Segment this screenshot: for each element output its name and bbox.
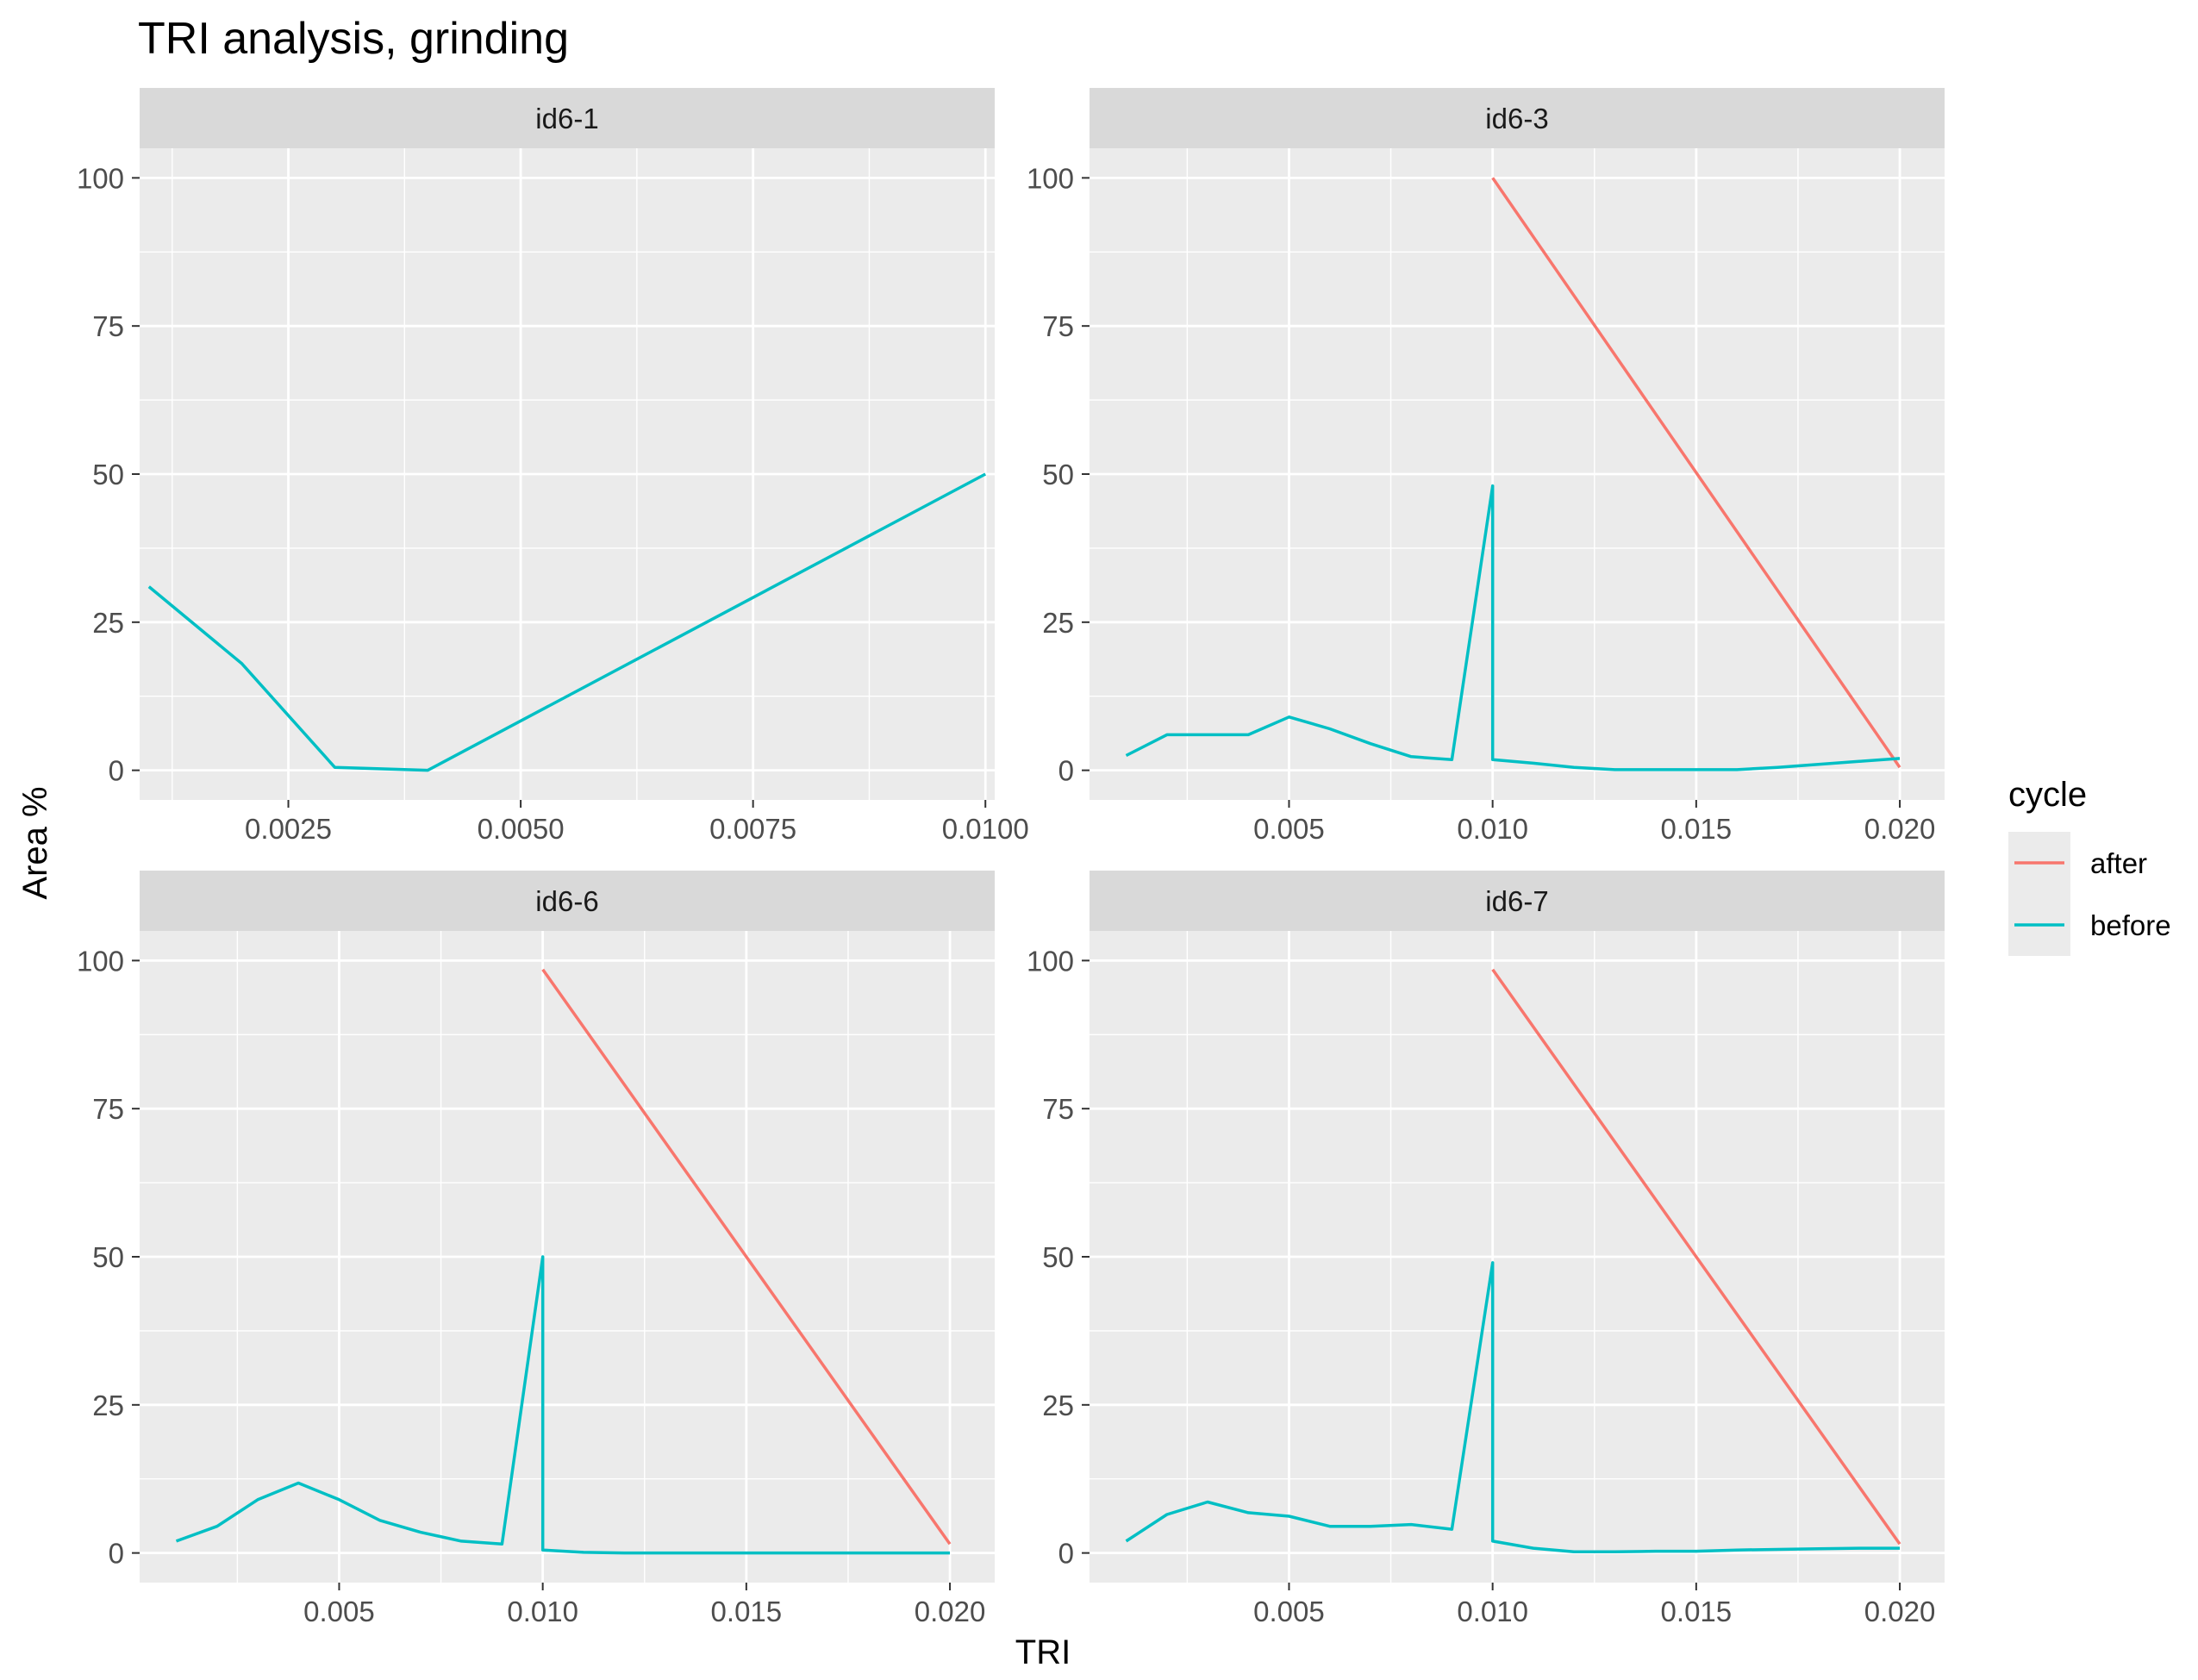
series-line-after [1491, 177, 1901, 769]
x-tick-label: 0.020 [1864, 813, 1936, 845]
y-tick-label: 0 [109, 1538, 124, 1570]
strip-label: id6-7 [1485, 885, 1548, 917]
x-tick-label: 0.010 [1457, 1596, 1528, 1627]
y-tick-label: 100 [77, 945, 124, 977]
series-line-before [1125, 1261, 1900, 1554]
x-tick-label: 0.005 [1253, 813, 1325, 845]
legend: cycle after before [2008, 776, 2171, 956]
x-tick-label: 0.015 [1661, 813, 1733, 845]
y-tick-label: 75 [92, 1093, 124, 1125]
y-tick-label: 75 [92, 310, 124, 342]
strip-label: id6-6 [535, 885, 598, 917]
series-line-before [175, 1255, 950, 1555]
strip-label: id6-3 [1485, 103, 1548, 134]
x-tick-label: 0.005 [1253, 1596, 1325, 1627]
x-tick-label: 0.015 [711, 1596, 783, 1627]
panel-id6-3: id6-3 0.005 0.010 0.015 0.020 0 25 50 75 100 [1027, 88, 1945, 845]
x-tick-label: 0.0025 [245, 813, 332, 845]
x-tick-label: 0.020 [1864, 1596, 1936, 1627]
strip-background [140, 871, 995, 931]
panel-id6-7: id6-7 0.005 0.010 0.015 0.020 0 25 50 75 100 [1027, 871, 1945, 1627]
strip-label: id6-1 [535, 103, 598, 134]
strip-background [1090, 871, 1945, 931]
x-tick-label: 0.005 [303, 1596, 375, 1627]
series-line-before [147, 472, 987, 772]
y-tick-label: 25 [92, 607, 124, 639]
legend-title: cycle [2008, 776, 2087, 814]
series-line-before [1125, 484, 1901, 771]
y-tick-label: 0 [109, 755, 124, 787]
y-tick-label: 75 [1042, 1093, 1074, 1125]
x-tick-label: 0.010 [507, 1596, 578, 1627]
x-tick-label: 0.020 [915, 1596, 986, 1627]
y-axis-title: Area % [16, 786, 54, 899]
y-tick-label: 100 [1027, 945, 1074, 977]
y-tick-label: 25 [92, 1390, 124, 1421]
x-tick-label: 0.010 [1457, 813, 1528, 845]
series-line-after [1491, 968, 1901, 1546]
legend-label-before: before [2090, 909, 2171, 941]
y-tick-label: 50 [1042, 1241, 1074, 1273]
y-tick-label: 75 [1042, 310, 1074, 342]
y-tick-label: 0 [1058, 1538, 1074, 1570]
y-tick-label: 50 [92, 1241, 124, 1273]
facet-panels: id6-10.0025 0.0050 0.0075 0.01000255075100i… [77, 88, 1945, 1627]
strip-background [140, 88, 995, 148]
y-tick-label: 25 [1042, 1390, 1074, 1421]
x-tick-label: 0.015 [1661, 1596, 1733, 1627]
panel-id6-1: id6-1 0.0025 0.0050 0.0075 0.0100 0 25 50 75 100 [77, 88, 1029, 845]
legend-label-after: after [2090, 847, 2147, 879]
x-tick-label: 0.0075 [709, 813, 796, 845]
y-tick-label: 50 [92, 459, 124, 490]
x-tick-label: 0.0100 [942, 813, 1029, 845]
x-axis-title: TRI [1015, 1633, 1071, 1671]
y-tick-label: 100 [1027, 162, 1074, 194]
series-line-after [541, 968, 952, 1546]
y-tick-label: 25 [1042, 607, 1074, 639]
chart-title: TRI analysis, grinding [138, 14, 569, 64]
y-tick-label: 0 [1058, 755, 1074, 787]
y-tick-label: 50 [1042, 459, 1074, 490]
panel-id6-6: id6-6 0.005 0.010 0.015 0.020 0 25 50 75 100 [77, 871, 995, 1627]
y-tick-label: 100 [77, 162, 124, 194]
strip-background [1090, 88, 1945, 148]
x-tick-label: 0.0050 [478, 813, 565, 845]
